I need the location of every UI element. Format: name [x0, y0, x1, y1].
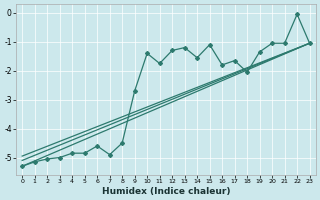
- X-axis label: Humidex (Indice chaleur): Humidex (Indice chaleur): [102, 187, 230, 196]
